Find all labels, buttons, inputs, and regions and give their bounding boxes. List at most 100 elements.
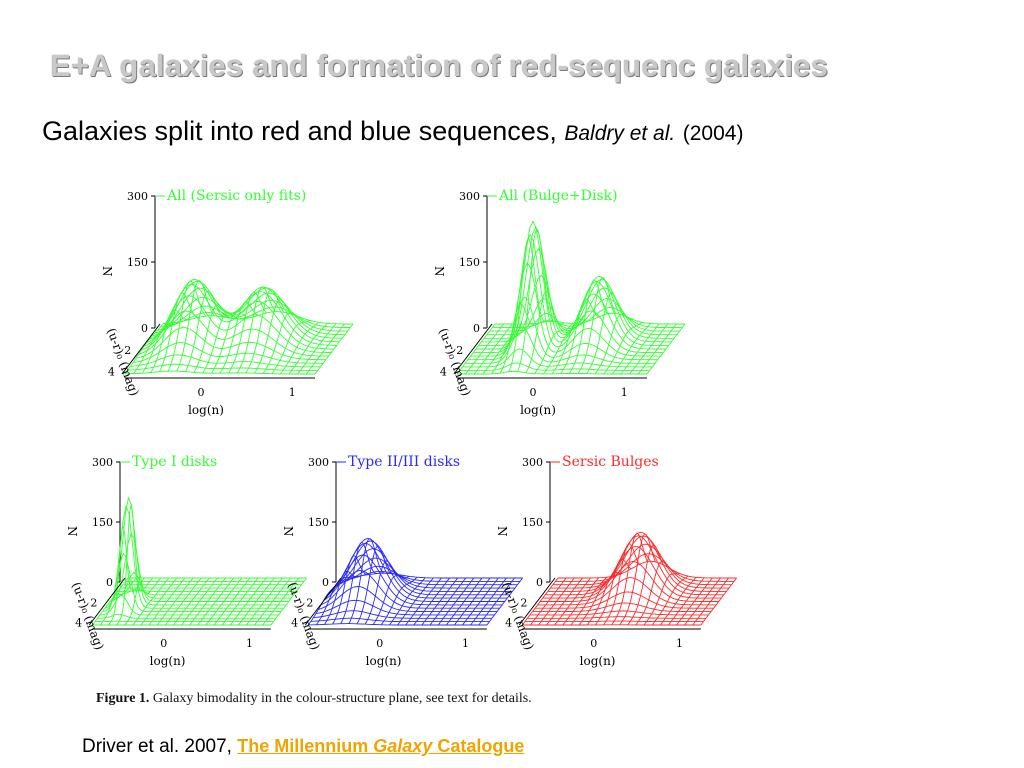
reference: Driver et al. 2007, The Millennium Galax… bbox=[82, 736, 524, 758]
mesh-col-line bbox=[538, 577, 575, 626]
z-tick-label: 150 bbox=[127, 256, 148, 269]
mesh-col-line bbox=[148, 577, 186, 626]
surface-mesh bbox=[456, 220, 686, 375]
y-axis-line bbox=[304, 577, 342, 626]
mesh-col-line bbox=[254, 299, 293, 374]
y-tick-label: 4 bbox=[505, 617, 512, 630]
z-tick-label: 300 bbox=[522, 456, 543, 469]
y-tick-label: 4 bbox=[440, 366, 447, 379]
mesh-col-line bbox=[462, 577, 499, 626]
mesh-col-line bbox=[348, 538, 385, 624]
mesh-col-line bbox=[619, 533, 656, 626]
surface-mesh bbox=[91, 496, 307, 626]
mesh-col-line bbox=[245, 289, 285, 374]
mesh-col-line bbox=[429, 577, 467, 626]
mesh-col-line bbox=[202, 312, 241, 374]
y-tick-label: 2 bbox=[456, 344, 463, 357]
mesh-col-line bbox=[176, 280, 216, 372]
mesh-col-line bbox=[570, 576, 608, 626]
mesh-col-line bbox=[314, 323, 354, 375]
y-tick-label: 2 bbox=[520, 596, 527, 609]
mesh-col-line bbox=[437, 577, 475, 626]
mesh-col-line bbox=[594, 558, 632, 626]
x-tick-label: 0 bbox=[376, 637, 383, 650]
panel-title: Type II/III disks bbox=[348, 454, 460, 470]
mesh-col-line bbox=[405, 577, 442, 626]
x-axis-label: log(n) bbox=[580, 654, 616, 668]
reference-authors: Driver et al. 2007, bbox=[82, 736, 232, 757]
y-axis-line bbox=[518, 577, 556, 626]
mesh-col-line bbox=[132, 577, 169, 626]
mesh-col-line bbox=[150, 309, 189, 373]
mesh-col-line bbox=[525, 290, 565, 374]
mesh-col-line bbox=[646, 323, 686, 375]
mesh-col-line bbox=[478, 577, 515, 626]
mesh-col-line bbox=[568, 279, 608, 374]
mesh-col-line bbox=[397, 577, 434, 626]
z-axis-label: N bbox=[495, 526, 509, 537]
mesh-col-line bbox=[372, 575, 410, 625]
mesh-col-line bbox=[508, 238, 547, 372]
mesh-col-line bbox=[676, 577, 713, 626]
y-tick-label: 4 bbox=[291, 617, 298, 630]
mesh-col-line bbox=[684, 577, 721, 626]
mesh-col-line bbox=[141, 321, 181, 374]
mesh-col-line bbox=[124, 323, 164, 375]
subtitle: Galaxies split into red and blue sequenc… bbox=[42, 116, 743, 147]
mesh-col-line bbox=[534, 323, 574, 374]
mesh-col-line bbox=[167, 280, 207, 372]
mesh-col-line bbox=[620, 323, 660, 375]
mesh-col-line bbox=[288, 322, 328, 375]
z-tick-label: 300 bbox=[127, 190, 148, 203]
mesh-col-line bbox=[297, 323, 337, 375]
y-axis-line bbox=[121, 323, 161, 375]
mesh-row-line bbox=[545, 535, 724, 596]
z-tick-label: 150 bbox=[522, 516, 543, 529]
mesh-col-line bbox=[454, 577, 491, 626]
x-axis-label: log(n) bbox=[520, 403, 556, 417]
mesh-col-line bbox=[482, 323, 522, 375]
mesh-col-line bbox=[173, 577, 210, 626]
mesh-col-line bbox=[116, 504, 153, 626]
mesh-col-line bbox=[228, 291, 267, 374]
mesh-col-line bbox=[486, 577, 523, 626]
mesh-col-line bbox=[254, 577, 291, 626]
mesh-col-line bbox=[262, 312, 302, 374]
mesh-col-line bbox=[521, 577, 559, 626]
mesh-col-line bbox=[271, 320, 311, 374]
mesh-col-line bbox=[340, 542, 377, 624]
mesh-row-line bbox=[127, 363, 318, 371]
mesh-col-line bbox=[456, 323, 496, 375]
mesh-col-line bbox=[499, 303, 539, 374]
subtitle-citation: Baldry et al. bbox=[564, 122, 676, 145]
panel-title: All (Sersic only fits) bbox=[166, 188, 306, 204]
mesh-col-line bbox=[262, 577, 299, 626]
x-axis-label: log(n) bbox=[150, 654, 186, 668]
mesh-col-line bbox=[332, 555, 369, 625]
subtitle-main: Galaxies split into red and blue sequenc… bbox=[42, 116, 557, 146]
mesh-col-line bbox=[213, 577, 251, 626]
mesh-col-line bbox=[586, 292, 625, 374]
z-tick-label: 150 bbox=[308, 516, 329, 529]
z-tick-label: 0 bbox=[106, 576, 113, 589]
y-tick-label: 2 bbox=[306, 596, 313, 609]
mesh-col-line bbox=[629, 323, 669, 375]
x-tick-label: 0 bbox=[198, 386, 205, 399]
mesh-col-line bbox=[421, 577, 459, 626]
mesh-col-line bbox=[586, 572, 623, 626]
mesh-col-line bbox=[692, 577, 729, 626]
x-tick-label: 0 bbox=[160, 637, 167, 650]
z-axis-label: N bbox=[100, 266, 114, 277]
catalogue-link[interactable]: The Millennium Galaxy Catalogue bbox=[237, 736, 525, 756]
mesh-col-line bbox=[389, 577, 426, 626]
mesh-col-line bbox=[473, 323, 513, 375]
mesh-col-line bbox=[156, 577, 194, 626]
subtitle-year: (2004) bbox=[682, 122, 744, 145]
z-tick-label: 0 bbox=[141, 322, 148, 335]
mesh-col-line bbox=[164, 577, 202, 626]
mesh-col-line bbox=[643, 573, 680, 626]
